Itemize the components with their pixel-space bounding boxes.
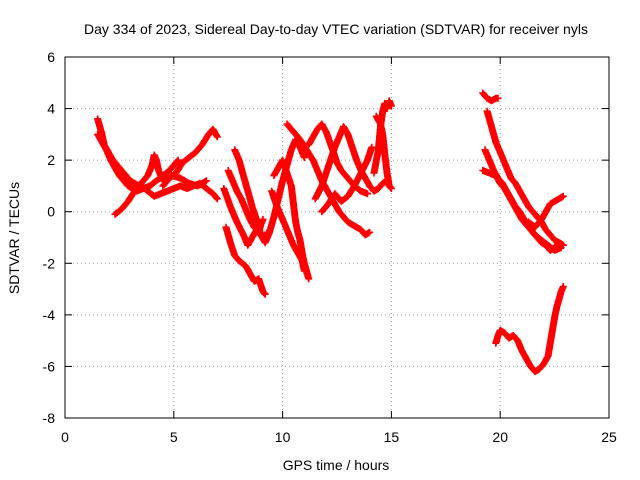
- x-tick-label: 10: [275, 429, 291, 445]
- x-tick-label: 25: [601, 429, 617, 445]
- x-tick-label: 20: [492, 429, 508, 445]
- series-s15: [318, 143, 376, 216]
- data-point-marks: [479, 89, 502, 105]
- chart-title: Day 334 of 2023, Sidereal Day-to-day VTE…: [84, 21, 588, 37]
- series-s17: [372, 112, 395, 192]
- y-tick-label: -6: [43, 358, 56, 374]
- x-tick-label: 15: [384, 429, 400, 445]
- data-point-marks: [159, 172, 210, 190]
- y-tick-label: -8: [43, 410, 56, 426]
- y-tick-label: -2: [43, 255, 56, 271]
- series-s5: [159, 172, 210, 190]
- axis-ticks: 0 5 10 15 20 25 -8 -6 -4 -2 0 2 4 6: [43, 49, 617, 445]
- x-tick-label: 5: [170, 429, 178, 445]
- data-point-marks: [525, 192, 567, 231]
- x-axis-label: GPS time / hours: [283, 457, 390, 473]
- data-point-marks: [318, 143, 376, 216]
- y-axis-label: SDTVAR / TECUs: [6, 182, 22, 294]
- data-point-marks: [372, 112, 395, 192]
- data-point-marks: [222, 223, 269, 298]
- series-s11: [268, 187, 308, 275]
- series-s18: [479, 89, 502, 105]
- data-points: [94, 89, 567, 376]
- y-tick-label: 0: [47, 204, 55, 220]
- x-tick-label: 0: [61, 429, 69, 445]
- data-point-marks: [479, 167, 565, 254]
- series-s8: [222, 223, 269, 298]
- y-tick-label: -4: [43, 307, 56, 323]
- y-tick-label: 6: [47, 49, 55, 65]
- series-s23: [492, 283, 567, 376]
- y-tick-label: 4: [47, 101, 55, 117]
- plot-frame: [64, 56, 610, 419]
- series-s21: [479, 167, 565, 254]
- series-s22: [525, 192, 567, 231]
- data-point-marks: [492, 283, 567, 376]
- data-point-marks: [305, 120, 371, 198]
- series-s14: [305, 120, 371, 198]
- y-tick-label: 2: [47, 152, 55, 168]
- data-point-marks: [268, 187, 308, 275]
